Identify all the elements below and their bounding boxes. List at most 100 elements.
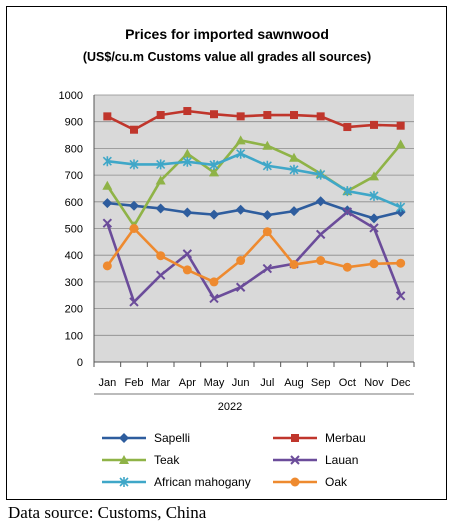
chart-title: Prices for imported sawnwood xyxy=(125,26,329,42)
data-point-african-mahogany xyxy=(182,156,192,167)
data-point-sapelli xyxy=(155,203,166,214)
x-tick-label: Aug xyxy=(284,377,304,389)
data-point-sapelli xyxy=(315,196,326,207)
data-point-sapelli xyxy=(102,198,113,209)
data-point-lauan xyxy=(209,293,219,304)
data-point-teak xyxy=(235,135,246,145)
y-tick-label: 500 xyxy=(65,224,83,236)
y-tick-label: 200 xyxy=(65,304,83,316)
legend-label-oak: Oak xyxy=(325,475,348,489)
data-point-lauan xyxy=(155,270,166,280)
series-line-african-mahogany xyxy=(107,152,402,209)
x-tick-label: Nov xyxy=(364,377,384,389)
x-tick-label: Mar xyxy=(151,377,170,389)
chart-subtitle: (US$/cu.m Customs value all grades all s… xyxy=(83,50,371,64)
x-tick-label: Sep xyxy=(311,377,331,389)
legend-marker-teak xyxy=(119,455,129,464)
data-point-sapelli xyxy=(289,206,299,217)
y-tick-label: 800 xyxy=(65,143,83,155)
data-point-sapelli xyxy=(262,210,273,221)
data-point-african-mahogany xyxy=(396,202,406,213)
data-point-teak xyxy=(155,175,166,185)
legend-marker-merbau xyxy=(291,434,299,442)
y-tick-label: 900 xyxy=(65,117,83,129)
data-point-african-mahogany xyxy=(236,148,246,159)
legend-label-lauan: Lauan xyxy=(325,453,358,467)
data-point-african-mahogany xyxy=(369,190,379,201)
data-point-merbau xyxy=(130,125,138,134)
data-point-oak xyxy=(369,259,379,269)
data-point-african-mahogany xyxy=(262,160,272,171)
series-line-teak xyxy=(106,139,402,228)
legend-marker-lauan xyxy=(290,455,300,465)
data-point-merbau xyxy=(156,111,165,120)
x-tick-label: May xyxy=(204,377,225,389)
data-point-merbau xyxy=(370,120,378,129)
y-tick-label: 1000 xyxy=(59,90,83,102)
data-point-african-mahogany xyxy=(129,159,139,170)
line-chart: Prices for imported sawnwood (US$/cu.m C… xyxy=(59,26,415,489)
y-tick-label: 400 xyxy=(65,250,83,262)
x-tick-label: Dec xyxy=(391,377,411,389)
data-point-teak xyxy=(262,140,273,150)
data-point-sapelli xyxy=(129,200,139,211)
data-point-oak xyxy=(209,277,219,287)
data-point-merbau xyxy=(316,112,325,121)
x-tick-label: Apr xyxy=(179,377,196,389)
data-point-merbau xyxy=(396,121,405,130)
data-point-african-mahogany xyxy=(102,156,112,167)
data-point-teak xyxy=(289,152,299,162)
x-tick-label: Feb xyxy=(125,377,144,389)
data-point-lauan xyxy=(129,297,139,307)
data-point-lauan xyxy=(262,263,273,274)
data-point-lauan xyxy=(235,282,246,292)
data-point-oak xyxy=(262,227,272,237)
y-tick-label: 100 xyxy=(65,330,83,342)
data-point-lauan xyxy=(395,291,406,301)
x-axis-title: 2022 xyxy=(218,401,242,413)
data-point-merbau xyxy=(183,107,192,116)
x-tick-label: Jun xyxy=(232,377,250,389)
data-point-african-mahogany xyxy=(209,159,219,170)
legend-label-merbau: Merbau xyxy=(325,431,366,445)
y-tick-label: 0 xyxy=(77,357,83,369)
data-point-african-mahogany xyxy=(316,169,326,180)
data-point-lauan xyxy=(315,229,326,240)
data-point-oak xyxy=(342,262,352,272)
data-point-lauan xyxy=(182,249,193,259)
data-point-lauan xyxy=(342,207,353,217)
data-point-sapelli xyxy=(235,204,246,215)
data-point-oak xyxy=(182,265,192,275)
data-point-lauan xyxy=(102,218,113,228)
data-point-merbau xyxy=(210,110,218,119)
data-point-oak xyxy=(396,258,406,268)
data-point-merbau xyxy=(290,111,298,120)
data-point-oak xyxy=(289,260,299,270)
x-tick-label: Oct xyxy=(339,377,356,389)
data-point-teak xyxy=(102,180,113,190)
series-line-merbau xyxy=(106,109,401,132)
chart-frame: Prices for imported sawnwood (US$/cu.m C… xyxy=(6,6,447,500)
y-tick-label: 700 xyxy=(65,170,83,182)
data-point-merbau xyxy=(343,123,352,132)
data-point-teak xyxy=(209,167,219,177)
x-tick-label: Jul xyxy=(260,377,274,389)
data-point-merbau xyxy=(236,112,245,121)
legend-label-sapelli: Sapelli xyxy=(154,431,190,445)
legend-marker-sapelli xyxy=(119,433,129,443)
data-point-oak xyxy=(156,251,166,261)
data-point-oak xyxy=(102,261,112,271)
data-point-lauan xyxy=(369,223,379,233)
data-point-sapelli xyxy=(369,213,379,224)
data-point-oak xyxy=(316,256,326,266)
legend-label-african-mahogany: African mahogany xyxy=(154,475,251,489)
data-point-teak xyxy=(395,139,406,149)
y-tick-label: 600 xyxy=(65,197,83,209)
data-source-note: Data source: Customs, China xyxy=(8,503,207,522)
data-point-merbau xyxy=(263,111,272,120)
legend-marker-african-mahogany xyxy=(119,477,129,487)
data-point-african-mahogany xyxy=(289,164,299,175)
data-point-sapelli xyxy=(209,209,219,220)
data-point-african-mahogany xyxy=(342,186,352,197)
legend-marker-oak xyxy=(290,477,300,487)
